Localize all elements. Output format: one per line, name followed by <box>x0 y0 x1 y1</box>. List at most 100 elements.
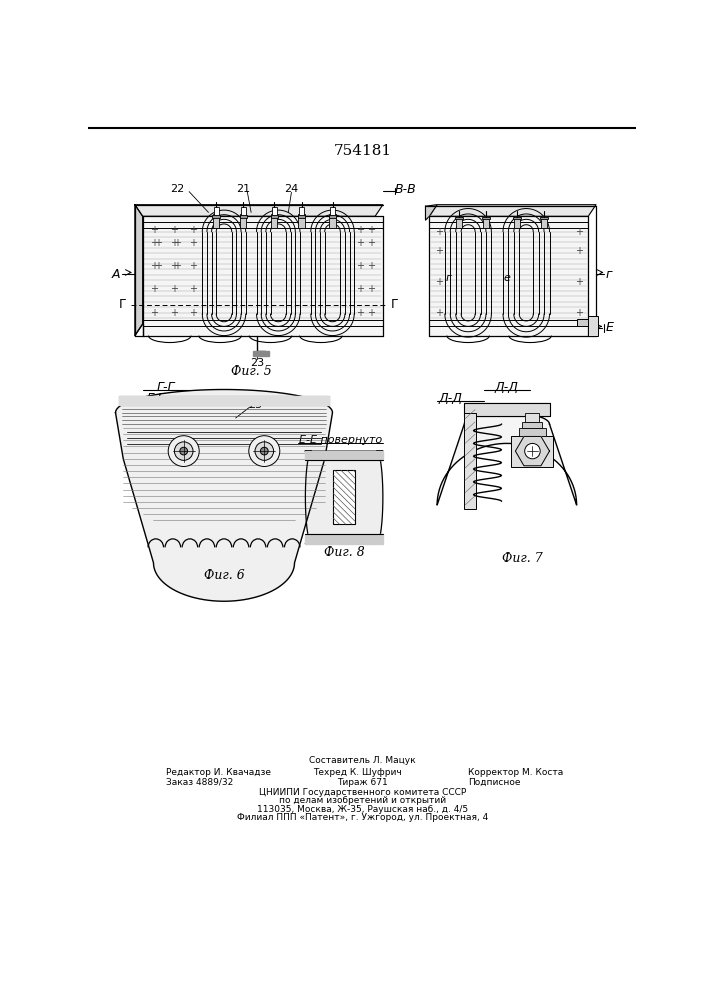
Text: +: + <box>151 238 158 248</box>
Text: 23: 23 <box>250 358 264 368</box>
Polygon shape <box>135 205 143 336</box>
Bar <box>240 215 247 218</box>
Text: Филиал ППП «Патент», г. Ужгород, ул. Проектная, 4: Филиал ППП «Патент», г. Ужгород, ул. Про… <box>237 813 489 822</box>
Text: 754181: 754181 <box>334 144 392 158</box>
Bar <box>271 215 279 218</box>
Text: +: + <box>356 308 363 318</box>
Text: +: + <box>436 227 443 237</box>
Text: Г-Г: Г-Г <box>157 381 175 394</box>
Bar <box>522 422 542 428</box>
Text: +: + <box>436 246 443 256</box>
Text: +: + <box>170 225 177 235</box>
Text: Подписное: Подписное <box>468 778 520 787</box>
Circle shape <box>168 436 199 466</box>
Text: +: + <box>170 238 177 248</box>
Polygon shape <box>429 205 596 216</box>
Text: +: + <box>356 225 363 235</box>
Text: +: + <box>173 238 182 248</box>
Text: +: + <box>436 308 443 318</box>
Polygon shape <box>437 413 577 505</box>
Text: +: + <box>170 261 177 271</box>
Polygon shape <box>115 390 332 601</box>
Text: 24: 24 <box>284 184 298 194</box>
Text: ЦНИИПИ Государственного комитета СССР: ЦНИИПИ Государственного комитета СССР <box>259 788 467 797</box>
Text: Г-Г: Г-Г <box>146 392 165 405</box>
Text: +: + <box>151 261 158 271</box>
Text: г: г <box>605 267 612 280</box>
Circle shape <box>525 443 540 459</box>
Text: +: + <box>189 225 197 235</box>
Polygon shape <box>305 451 383 544</box>
Bar <box>213 214 219 228</box>
Text: Техред К. Шуфрич: Техред К. Шуфрич <box>313 768 402 777</box>
Bar <box>588 316 597 336</box>
Text: +: + <box>151 308 158 318</box>
Bar <box>525 413 539 422</box>
Text: +: + <box>173 261 182 271</box>
Bar <box>464 403 549 416</box>
Text: +: + <box>367 284 375 294</box>
Bar <box>271 214 277 228</box>
Bar <box>577 319 594 326</box>
Text: Фиг. 7: Фиг. 7 <box>502 552 543 565</box>
Text: +: + <box>356 238 363 248</box>
Polygon shape <box>253 351 269 356</box>
Text: Составитель Л. Мацук: Составитель Л. Мацук <box>310 756 416 765</box>
Polygon shape <box>305 534 383 544</box>
Text: +: + <box>575 277 583 287</box>
Text: +: + <box>170 308 177 318</box>
Polygon shape <box>135 205 383 216</box>
Text: по делам изобретений и открытий: по делам изобретений и открытий <box>279 796 446 805</box>
Polygon shape <box>429 216 588 336</box>
Bar <box>272 207 276 215</box>
Polygon shape <box>426 205 437 220</box>
Text: 22: 22 <box>170 184 185 194</box>
Bar <box>455 217 462 219</box>
Text: +: + <box>189 238 197 248</box>
Text: +: + <box>575 246 583 256</box>
Bar <box>541 216 547 228</box>
Text: Корректор М. Коста: Корректор М. Коста <box>468 768 563 777</box>
Bar <box>510 436 554 466</box>
Text: Фиг. 5: Фиг. 5 <box>230 365 271 378</box>
Text: +: + <box>154 238 162 248</box>
Text: +: + <box>575 308 583 318</box>
Circle shape <box>180 447 187 455</box>
Text: 21: 21 <box>236 184 250 194</box>
Polygon shape <box>143 216 383 336</box>
Bar <box>298 215 305 218</box>
Text: +: + <box>356 261 363 271</box>
Bar <box>514 216 520 228</box>
Text: +: + <box>189 308 197 318</box>
Text: 113035, Москва, Ж-35, Раушская наб., д. 4/5: 113035, Москва, Ж-35, Раушская наб., д. … <box>257 805 468 814</box>
Text: +: + <box>367 238 375 248</box>
Bar <box>299 207 304 215</box>
Bar <box>298 214 305 228</box>
Text: Фиг. 8: Фиг. 8 <box>324 546 365 559</box>
Bar <box>482 217 490 219</box>
Bar <box>333 470 355 524</box>
Text: +: + <box>367 261 375 271</box>
Bar <box>518 428 546 436</box>
Bar <box>329 214 336 228</box>
Text: Тираж 671: Тираж 671 <box>337 778 388 787</box>
Bar <box>456 216 462 228</box>
Text: +: + <box>436 277 443 287</box>
Bar <box>240 214 247 228</box>
Text: +: + <box>367 308 375 318</box>
Text: Редактор И. Квачадзе: Редактор И. Квачадзе <box>166 768 271 777</box>
Text: А: А <box>111 267 119 280</box>
Text: +: + <box>575 227 583 237</box>
Text: +: + <box>151 284 158 294</box>
Bar <box>214 207 218 215</box>
Circle shape <box>260 447 268 455</box>
Text: Фиг. 6: Фиг. 6 <box>204 569 245 582</box>
Text: Е-Е повернуто: Е-Е повернуто <box>299 435 382 445</box>
Text: Е: Е <box>605 321 613 334</box>
Text: +: + <box>189 284 197 294</box>
Polygon shape <box>515 436 549 466</box>
Text: +: + <box>170 284 177 294</box>
Bar <box>241 207 246 215</box>
Circle shape <box>249 436 280 466</box>
Text: +: + <box>189 261 197 271</box>
